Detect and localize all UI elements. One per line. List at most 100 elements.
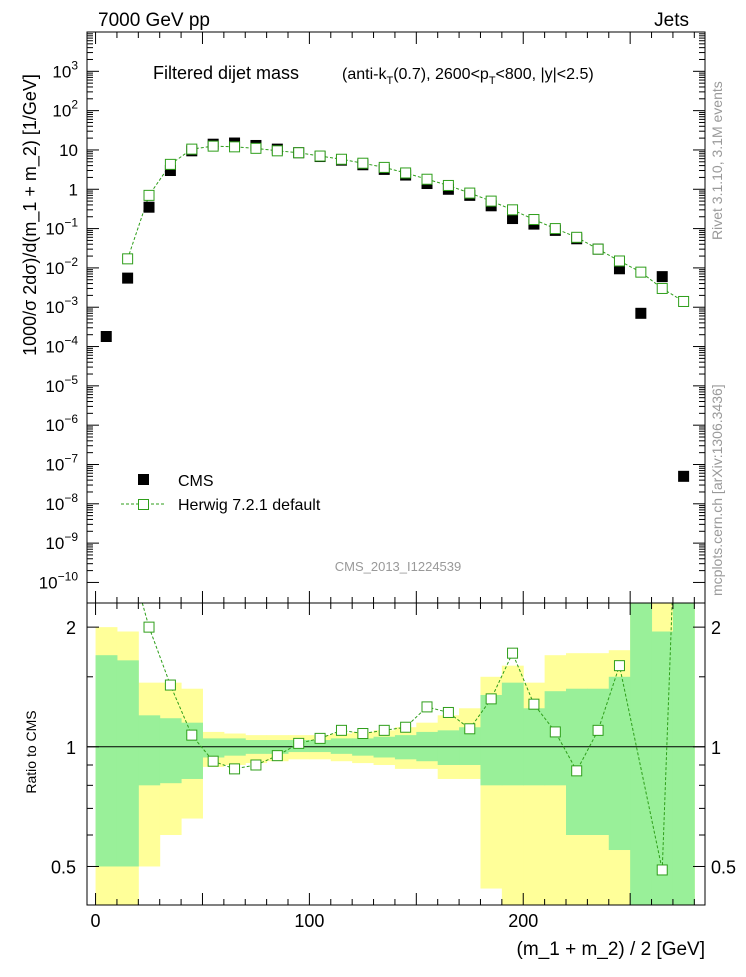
ratio-y-label: Ratio to CMS (23, 710, 39, 793)
y-tick-label: 102 (52, 98, 78, 121)
y-tick-label: 10−7 (45, 451, 78, 474)
cms-point (507, 213, 519, 225)
stat-uncertainty-band (672, 603, 695, 905)
ratio-y-tick-label: 2 (66, 618, 76, 638)
stat-uncertainty-band (587, 688, 610, 835)
ratio-bands (95, 603, 695, 905)
ratio-point (571, 765, 583, 777)
herwig-point (122, 253, 134, 265)
ratio-point (293, 737, 305, 749)
y-tick-label: 10−5 (45, 373, 78, 396)
herwig-point (635, 266, 647, 278)
y-tick-label: 103 (52, 58, 78, 81)
header-right: Jets (654, 10, 689, 31)
legend-label-herwig: Herwig 7.2.1 default (178, 497, 321, 514)
ratio-point (314, 732, 326, 744)
legend-label-cms: CMS (178, 473, 214, 490)
rivet-label: Rivet 3.1.10, 3.1M events (709, 81, 725, 240)
stat-uncertainty-band (501, 682, 524, 786)
legend-marker-cms (138, 474, 149, 485)
herwig-point (186, 143, 198, 155)
ratio-point (229, 763, 241, 775)
chart-title: Filtered dijet mass (153, 63, 299, 83)
ratio-point (507, 647, 519, 659)
ratio-y-tick-label-right: 0.5 (711, 857, 736, 877)
ratio-ticks: 0.5 0.5 1 1 2 2 0 100 200 (51, 603, 736, 931)
x-tick-label: 200 (508, 911, 538, 931)
y-tick-label: 1 (69, 180, 78, 199)
y-tick-label: 10−3 (45, 294, 78, 317)
cms-point (100, 331, 112, 343)
ratio-panel: 0.5 0.5 1 1 2 2 0 100 200 Ratio to CMS (m_1 + m_… (23, 602, 736, 960)
stat-uncertainty-band (116, 660, 139, 867)
stat-uncertainty-band (330, 738, 353, 754)
ratio-point (592, 724, 604, 736)
stat-uncertainty-band (437, 730, 460, 765)
stat-uncertainty-band (459, 727, 481, 765)
stat-uncertainty-band (202, 738, 225, 758)
x-tick-label: 100 (294, 911, 324, 931)
ratio-point (613, 660, 625, 672)
herwig-point (271, 145, 283, 157)
mcplots-label: mcplots.cern.ch [arXiv:1306.3436] (709, 384, 725, 596)
stat-uncertainty-band (95, 655, 118, 867)
herwig-point (485, 195, 497, 207)
ratio-point (442, 706, 454, 718)
y-tick-label: 10−9 (45, 530, 78, 553)
herwig-point (378, 161, 390, 173)
stat-uncertainty-band (651, 631, 674, 905)
ratio-point (421, 701, 433, 713)
stat-uncertainty-band (630, 603, 653, 905)
chart-subtitle: (anti-kT(0.7), 2600<pT<800, |y|<2.5) (342, 66, 594, 87)
ratio-point (485, 693, 497, 705)
ratio-point (549, 726, 561, 738)
watermark: CMS_2013_I1224539 (335, 559, 462, 574)
x-axis-label: (m_1 + m_2) / 2 [GeV] (517, 939, 706, 960)
herwig-point (507, 204, 519, 216)
herwig-point (229, 141, 241, 153)
main-panel: 10−10 10−9 10−8 10−7 10−6 10−5 10−4 10−3 10−2 10−… (20, 31, 706, 604)
cms-point (164, 165, 176, 177)
ratio-point (464, 723, 476, 735)
stat-uncertainty-band (480, 694, 503, 786)
y-tick-label: 10−4 (45, 334, 78, 357)
ratio-point (164, 679, 176, 691)
ratio-point (528, 698, 540, 710)
ratio-point (378, 724, 390, 736)
herwig-point (613, 255, 625, 267)
herwig-point (656, 282, 668, 294)
stat-uncertainty-band (608, 676, 631, 851)
y-axis-label: 1000/σ 2dσ)/d(m_1 + m_2) [1/GeV] (20, 74, 41, 356)
cms-point (678, 470, 690, 482)
herwig-point (571, 231, 583, 243)
cms-point (143, 201, 155, 213)
herwig-point (314, 150, 326, 162)
main-data (100, 137, 690, 482)
ratio-point (207, 755, 219, 767)
herwig-point (421, 173, 433, 185)
y-tick-label: 10 (59, 141, 78, 160)
ratio-y-tick-label-right: 2 (711, 618, 721, 638)
herwig-point (357, 157, 369, 169)
cms-point (656, 271, 668, 283)
herwig-point (442, 179, 454, 191)
ratio-y-tick-label-right: 1 (711, 738, 721, 758)
main-frame (86, 31, 706, 604)
ratio-point (335, 724, 347, 736)
herwig-point (335, 153, 347, 165)
stat-uncertainty-band (566, 688, 588, 835)
ratio-data (141, 603, 673, 876)
herwig-point (592, 243, 604, 255)
herwig-point (464, 187, 476, 199)
ratio-point (271, 750, 283, 762)
ratio-y-tick-label: 0.5 (51, 857, 76, 877)
main-ticks: 10−10 10−9 10−8 10−7 10−6 10−5 10−4 10−3 10−2 10−… (39, 32, 705, 603)
y-tick-label: 10−2 (45, 255, 78, 278)
y-tick-label: 10−6 (45, 412, 78, 435)
herwig-point (400, 167, 412, 179)
stat-uncertainty-band (138, 715, 161, 786)
ratio-point (250, 759, 262, 771)
herwig-point (164, 158, 176, 170)
cms-point (613, 263, 625, 275)
